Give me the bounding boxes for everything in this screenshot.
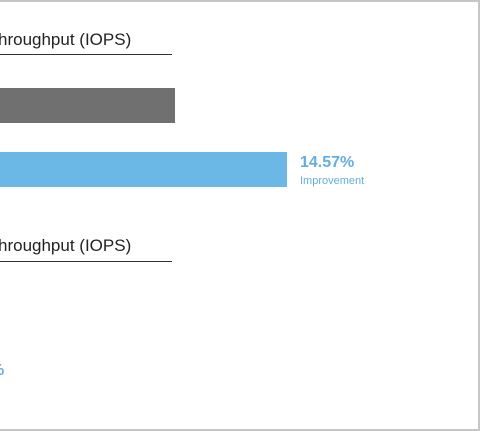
chart-2-improvement-percent: % <box>0 362 4 380</box>
frame-bottom-border <box>0 429 480 431</box>
chart-1-improvement-percent: 14.57% <box>300 154 355 171</box>
chart-2-title: hroughput (IOPS) <box>0 236 132 255</box>
chart-1-bar-improved <box>0 152 287 187</box>
chart-1-improvement-label: Improvement <box>300 175 365 187</box>
frame-top-border <box>0 0 480 2</box>
chart-1-bar-baseline <box>0 88 175 123</box>
chart-1-title: hroughput (IOPS) <box>0 30 132 49</box>
chart-2-title-underline <box>0 261 172 262</box>
chart-1-title-underline <box>0 54 172 55</box>
frame-right-border <box>478 0 480 431</box>
